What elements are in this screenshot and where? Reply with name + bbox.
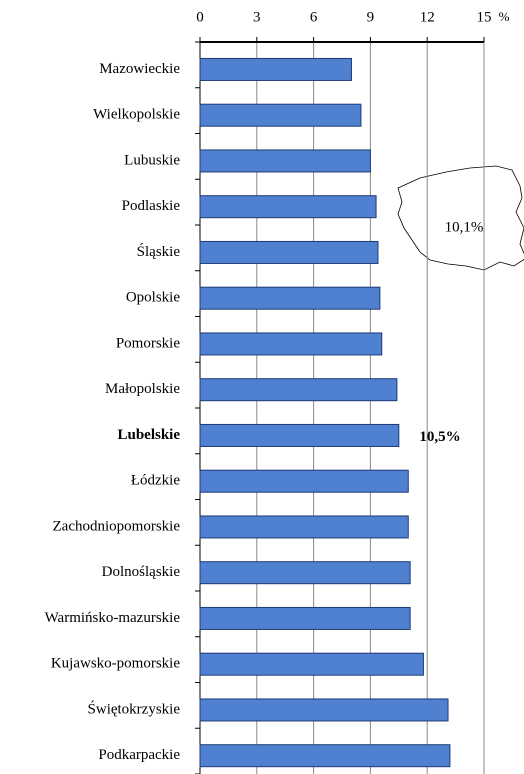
bar — [199, 195, 377, 219]
annotation: 10,5% — [419, 429, 460, 445]
y-tick-label: Wielkopolskie — [93, 107, 180, 123]
y-tick-label: Warmińsko-mazurskie — [45, 610, 181, 626]
y-tick-label: Opolskie — [126, 290, 181, 306]
x-axis-label: % — [499, 9, 510, 24]
bar — [199, 698, 449, 722]
bar — [199, 515, 409, 539]
y-tick-label: Śląskie — [137, 243, 181, 260]
y-tick-label: Łódzkie — [131, 473, 180, 489]
y-tick-label: Mazowieckie — [99, 61, 180, 77]
bar — [199, 149, 371, 173]
bar — [199, 606, 411, 630]
x-tick-label: 3 — [253, 9, 261, 25]
bar — [199, 286, 381, 310]
x-tick-label: 6 — [310, 9, 318, 25]
bar — [199, 469, 409, 493]
bar — [199, 561, 411, 585]
y-tick-label: Podkarpackie — [98, 747, 180, 763]
y-tick-label: Lubuskie — [124, 152, 180, 168]
y-tick-label: Podlaskie — [122, 198, 181, 214]
bar — [199, 57, 352, 81]
y-tick-label: Kujawsko-pomorskie — [51, 656, 180, 672]
x-tick-label: 9 — [367, 9, 375, 25]
poland-map — [397, 165, 524, 271]
bar — [199, 103, 362, 127]
x-tick-label: 15 — [477, 9, 492, 25]
y-tick-label: Dolnośląskie — [102, 564, 181, 580]
y-tick-label: Pomorskie — [116, 335, 181, 351]
bar — [199, 240, 379, 264]
y-tick-label: Zachodniopomorskie — [53, 518, 181, 534]
bar — [199, 378, 398, 402]
bar — [199, 332, 383, 356]
bar — [199, 652, 424, 676]
y-tick-label: Świętokrzyskie — [88, 700, 181, 717]
y-tick-label: Małopolskie — [105, 381, 180, 397]
map-annotation: 10,1% — [445, 219, 484, 235]
x-tick-label: 12 — [420, 9, 435, 25]
bar — [199, 423, 400, 447]
y-tick-label: Lubelskie — [117, 427, 180, 443]
x-tick-label: 0 — [196, 9, 204, 25]
bar — [199, 744, 451, 768]
